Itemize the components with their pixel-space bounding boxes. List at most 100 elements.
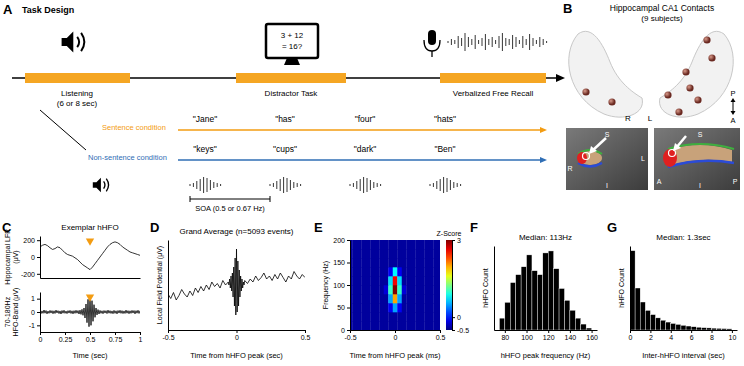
heat-cell [361,258,366,267]
heat-cell [366,249,371,258]
burst-stroke [370,180,371,190]
tick: 150 [333,259,350,266]
heat-cell [420,312,425,321]
phase-bar [25,73,130,83]
bottom-axis: 80100120140160 [495,330,599,341]
heat-cell [370,303,375,312]
peak-marker [86,295,94,302]
tick: 4 [669,330,673,341]
word: "Jane" [193,114,217,124]
burst-stroke [436,181,437,189]
chart-title: Median: 1.3sec [656,233,710,242]
heat-cell [379,321,384,330]
tick-mark [452,240,455,241]
heat-cell [415,294,420,303]
tick: 1 [31,295,40,302]
hist-bar [505,302,510,330]
heat-cell [397,294,402,303]
burst-stroke [276,181,277,189]
heat-cell [361,249,366,258]
heat-cell [384,249,389,258]
colorbar-title: Z-Score [437,230,462,237]
burst-stroke [450,180,451,190]
heat-cell [357,312,362,321]
contact-dot [694,96,701,103]
axis-line [630,247,631,331]
condition-arrowhead [540,157,547,163]
burst-stroke [353,183,354,187]
heat-cell [402,294,407,303]
left-axis: -101 [29,293,41,333]
heat-cell [420,303,425,312]
heat-cell [429,303,434,312]
heat-cell [438,276,440,285]
burst-stroke [293,182,294,188]
tick-label: 100 [333,282,345,289]
heat-cell [352,321,357,330]
tick-mark [37,325,40,326]
tick: -1 [29,322,40,329]
microphone-icon [424,30,440,57]
heat-cell [357,258,362,267]
heat-cell [411,294,416,303]
tick-label: 0 [341,327,345,334]
heat-cell [424,294,429,303]
condition-label: Sentence condition [102,123,166,132]
tick: 200 [333,237,350,244]
word: "Ben" [434,144,455,154]
trace [168,249,305,315]
heat-cell [424,240,429,249]
heat-cell [433,312,438,321]
heat-cell [375,267,380,276]
structure-red [577,152,587,164]
heat-cell [366,267,371,276]
waveform-stroke [543,39,544,45]
burst-stroke [287,178,288,192]
heat-cell [352,240,357,249]
heat-cell [411,303,416,312]
waveform-stroke [485,34,486,50]
heat-cell [357,267,362,276]
heat-cell [375,258,380,267]
tick: -200 [21,271,40,278]
heat-cell [352,258,357,267]
hist-bar [586,328,591,330]
burst-stroke [457,183,458,187]
hist-bar [701,328,706,330]
heat-cell [429,258,434,267]
hist-bar [510,283,515,330]
chart: -0.500.5DGrand Average (n=5093 events)Ti… [150,220,310,360]
heat-cell [366,258,371,267]
tick: 160 [586,330,598,341]
panel-title: Hippocampal CA1 Contacts [610,3,714,13]
heat-cell [424,258,429,267]
tick-mark [452,330,455,331]
bottom-axis: 00.250.50.751 [39,332,143,343]
heat-cell [384,312,389,321]
x-axis-title: Time from hHFO peak (sec) [190,351,283,360]
tick-label: 0 [457,314,461,321]
tick: -0.5 [162,330,174,341]
heat-cell [438,294,440,303]
tick-label: -0.5 [344,334,356,341]
tick-mark [237,330,238,333]
hist-bar [691,327,696,330]
tick-mark [347,240,350,241]
heat-cell [415,258,420,267]
heat-cell [415,276,420,285]
hist-bar [706,328,711,330]
heat-cell [424,312,429,321]
heat-cell [397,249,402,258]
tick-label: 0 [629,334,633,341]
burst-stroke [213,182,214,188]
waveform-stroke [519,40,520,44]
tick-label: 50 [337,304,345,311]
hist-bar [686,326,691,330]
heat-cell [406,303,411,312]
heat-cell [424,276,429,285]
tick: 0 [235,330,239,341]
word: "keys" [193,144,217,154]
monitor-stand [284,58,300,65]
heat-cell [379,312,384,321]
speaker-wave [77,37,79,47]
